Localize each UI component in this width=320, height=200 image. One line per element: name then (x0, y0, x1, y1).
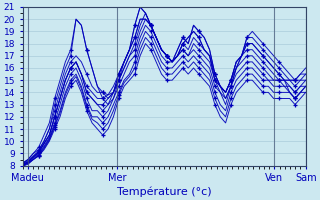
X-axis label: Température (°c): Température (°c) (117, 186, 212, 197)
